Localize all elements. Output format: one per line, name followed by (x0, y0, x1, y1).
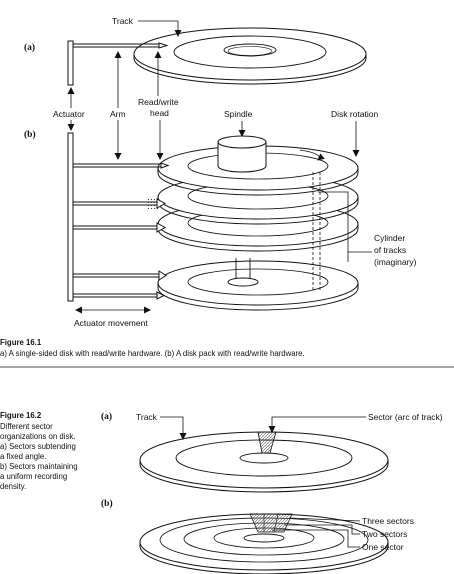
three-sectors-leader (289, 517, 361, 522)
disk-uniform-density-edge (139, 542, 389, 574)
figure2-panel-a: (a) Track Sector (arc of track) (101, 411, 443, 493)
sector-leader (268, 416, 366, 433)
disk-1-edge (157, 168, 359, 196)
cylinder-label-1: Cylinder (374, 233, 405, 243)
fig2-track-leader (160, 416, 187, 440)
track-label-a: Track (112, 16, 134, 26)
arms-b (73, 162, 170, 300)
single-disk-edge (133, 54, 367, 85)
figure2-caption-line-6: a uniform recording (0, 472, 67, 481)
figure1-panel-b: (b) Actuator Arm Read/write head Spindle… (24, 51, 417, 328)
spindle-top (217, 135, 267, 149)
spindle-hole (223, 43, 277, 57)
sector-label: Sector (arc of track) (368, 412, 443, 422)
figure2-caption-line-2: organizations on disk. (0, 432, 75, 441)
track-circle (173, 35, 327, 69)
figure1-caption-title: Figure 16.1 (0, 338, 42, 347)
fig2-track-label: Track (136, 412, 158, 422)
disk-fixed-angle-edge (139, 460, 389, 493)
head-label-line1: Read/write (138, 97, 179, 107)
two-sectors-leader (284, 524, 360, 535)
panel-b-label: (b) (24, 129, 36, 140)
spindle-cylinder (217, 142, 267, 173)
rotation-arrow (299, 149, 325, 161)
figure2-caption: Figure 16.2 Different sector organizatio… (0, 411, 78, 491)
spindle-hole-inner (227, 46, 273, 56)
cylinder-leader (318, 191, 372, 253)
track-leader-a (138, 20, 182, 37)
actuator-label: Actuator (53, 109, 85, 119)
one-sector-leader (272, 529, 360, 548)
disk-2-edge (157, 197, 359, 225)
figure2-caption-title: Figure 16.2 (0, 411, 42, 420)
panel-a-label: (a) (24, 42, 35, 53)
figure2-caption-line-1: Different sector (0, 422, 53, 431)
actuator-b (67, 132, 74, 302)
disk-rotation-label: Disk rotation (331, 109, 379, 119)
figure1-caption-text: a) A single-sided disk with read/write h… (0, 349, 305, 358)
three-sectors-label: Three sectors (362, 516, 414, 526)
figure2-caption-line-4: a fixed angle. (0, 452, 46, 461)
figure1-panel-a: (a) Track (24, 16, 367, 86)
one-sector-label: One sector (362, 542, 404, 552)
figure2-caption-line-3: a) Sectors subtending (0, 442, 76, 451)
spindle-label: Spindle (224, 109, 253, 119)
actuator-movement-label: Actuator movement (74, 318, 148, 328)
arm-label: Arm (110, 109, 126, 119)
head-label-line2: head (150, 108, 169, 118)
figure2-caption-line-7: density. (0, 482, 26, 491)
disk-4-edge (157, 283, 359, 311)
two-sectors-label: Two sectors (362, 529, 407, 539)
actuator-a (67, 40, 74, 86)
disk-3-edge (157, 224, 359, 252)
uniform-hole (243, 533, 285, 543)
disk-4-track (187, 268, 329, 296)
head-a (158, 42, 169, 49)
spindle-base (227, 277, 259, 287)
fig2-panel-a-label: (a) (101, 411, 112, 422)
figure2-caption-line-5: b) Sectors maintaining (0, 462, 78, 471)
cylinder-label-2: of tracks (374, 245, 406, 255)
cylinder-label-3: (imaginary) (374, 257, 417, 267)
figure2-panel-b: (b) Three sectors Two sectors One sector (101, 498, 414, 574)
fig2-panel-b-label: (b) (101, 498, 113, 509)
